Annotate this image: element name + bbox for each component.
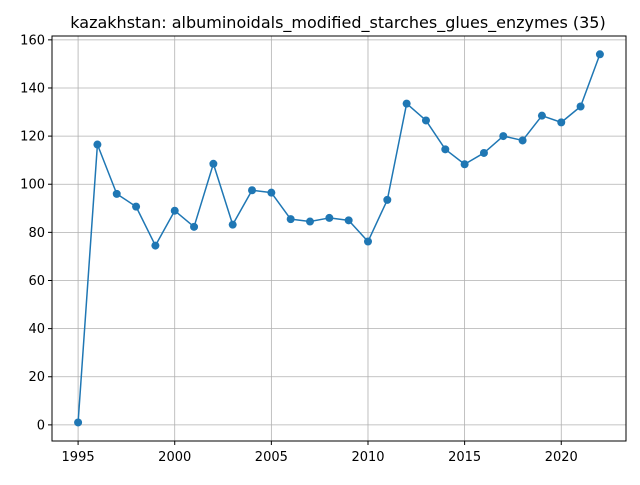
data-point	[441, 145, 450, 154]
data-point	[557, 118, 566, 127]
x-tick-label: 2015	[448, 450, 481, 465]
data-point	[460, 160, 469, 169]
x-tick-label: 2000	[158, 450, 191, 465]
data-point	[209, 159, 218, 168]
data-point	[344, 216, 353, 225]
data-point	[170, 206, 179, 215]
data-point	[537, 111, 546, 120]
y-tick-label: 20	[28, 370, 45, 385]
plot-area-frame	[51, 35, 627, 442]
data-point	[421, 116, 430, 125]
y-tick-label: 80	[28, 226, 45, 241]
y-tick-label: 40	[28, 322, 45, 337]
data-point	[74, 418, 83, 427]
y-tick-label: 100	[20, 178, 45, 193]
data-point	[151, 241, 160, 250]
data-point	[325, 213, 334, 222]
x-tick-label: 1995	[62, 450, 95, 465]
data-point	[363, 237, 372, 246]
x-tick-label: 2010	[351, 450, 384, 465]
y-tick-label: 140	[20, 81, 45, 96]
y-tick-label: 120	[20, 130, 45, 145]
data-point	[228, 220, 237, 229]
data-point	[306, 217, 315, 226]
data-point	[595, 50, 604, 59]
data-point	[132, 202, 141, 211]
data-point	[93, 140, 102, 149]
data-series	[74, 50, 604, 427]
data-point	[383, 195, 392, 204]
series-line	[77, 54, 601, 423]
data-point	[518, 136, 527, 145]
x-tick-label: 2005	[255, 450, 288, 465]
data-point	[190, 222, 199, 231]
data-point	[576, 102, 585, 111]
data-point	[248, 186, 257, 195]
data-point	[112, 189, 121, 198]
x-tick-label: 2020	[545, 450, 578, 465]
axis-ticks: 1995 2000 2005 2010 2015 2020 0 20 40 60 80 100 120 1…	[20, 33, 578, 465]
data-point	[499, 132, 508, 141]
y-tick-label: 60	[28, 274, 45, 289]
data-point	[267, 188, 276, 197]
chart-title: kazakhstan: albuminoidals_modified_starc…	[70, 13, 605, 33]
grid-lines	[52, 36, 626, 441]
y-tick-label: 160	[20, 33, 45, 48]
y-tick-label: 0	[37, 418, 45, 433]
data-point	[286, 215, 295, 224]
data-point	[479, 148, 488, 157]
data-point	[402, 99, 411, 108]
